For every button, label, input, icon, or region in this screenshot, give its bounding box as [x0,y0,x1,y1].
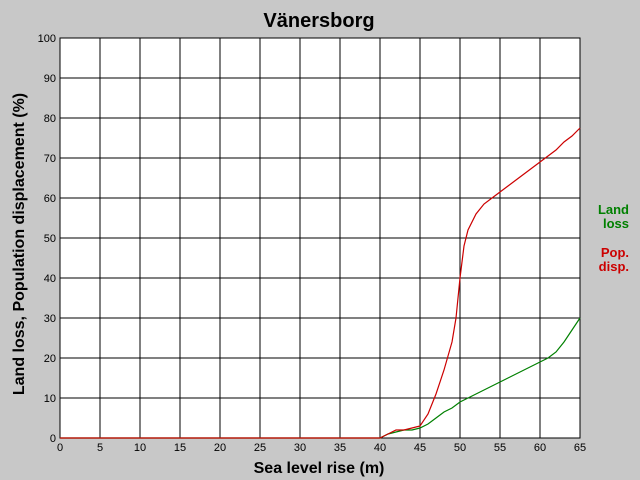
x-tick-label: 60 [534,442,546,454]
y-tick-label: 10 [44,393,56,405]
y-tick-label: 100 [38,33,56,45]
y-tick-label: 60 [44,193,56,205]
x-tick-label: 55 [494,442,506,454]
x-tick-label: 0 [57,442,63,454]
x-tick-label: 65 [574,442,586,454]
x-tick-label: 25 [254,442,266,454]
grid [59,37,581,439]
y-tick-label: 30 [44,313,56,325]
series-line-land [60,317,581,439]
y-tick-label: 50 [44,233,56,245]
series-lines [60,127,581,439]
chart-title: Vänersborg [263,10,374,32]
x-tick-label: 45 [414,442,426,454]
x-tick-label: 40 [374,442,386,454]
x-axis-label: Sea level rise (m) [254,460,385,477]
x-tick-label: 20 [214,442,226,454]
legend-label-pop: disp. [599,259,629,274]
x-tick-label: 15 [174,442,186,454]
x-tick-label: 5 [97,442,103,454]
legend-label-pop: Pop. [601,245,629,260]
y-tick-label: 40 [44,273,56,285]
tick-labels: 0 5 10 15 20 25 30 35 40 45 50 55 60 65 0 10 20 30 40 50 60 7… [38,33,586,454]
series-line-pop [60,127,581,439]
y-axis-label: Land loss, Population displacement (%) [11,93,28,395]
y-tick-label: 80 [44,113,56,125]
y-tick-label: 90 [44,73,56,85]
x-tick-label: 10 [134,442,146,454]
legend-label-land: loss [603,216,629,231]
legend-label-land: Land [598,202,629,217]
y-tick-label: 0 [50,433,56,445]
x-tick-label: 50 [454,442,466,454]
x-tick-label: 30 [294,442,306,454]
x-tick-label: 35 [334,442,346,454]
y-tick-label: 20 [44,353,56,365]
y-tick-label: 70 [44,153,56,165]
